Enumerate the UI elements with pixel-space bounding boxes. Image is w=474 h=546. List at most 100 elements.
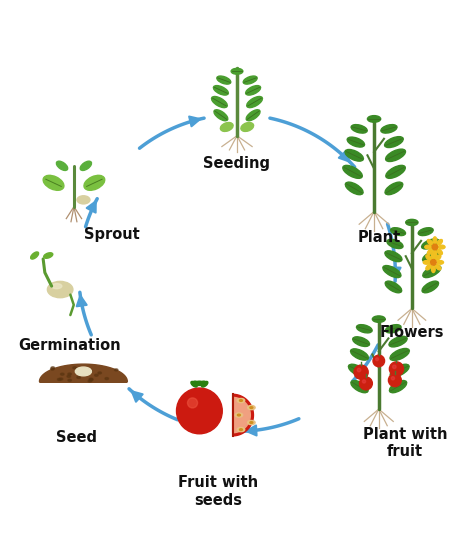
Ellipse shape xyxy=(57,378,61,381)
Ellipse shape xyxy=(246,110,260,121)
Polygon shape xyxy=(233,397,250,433)
Text: Fruit with
seeds: Fruit with seeds xyxy=(178,475,258,508)
Ellipse shape xyxy=(88,380,91,382)
Ellipse shape xyxy=(431,266,435,272)
Circle shape xyxy=(430,259,436,265)
Circle shape xyxy=(392,377,394,380)
Circle shape xyxy=(432,244,438,250)
Ellipse shape xyxy=(423,251,441,262)
Ellipse shape xyxy=(89,378,93,380)
Ellipse shape xyxy=(367,116,381,122)
Ellipse shape xyxy=(246,97,263,108)
Ellipse shape xyxy=(239,429,242,430)
Circle shape xyxy=(388,374,401,387)
Ellipse shape xyxy=(201,382,208,387)
Circle shape xyxy=(359,377,373,390)
Ellipse shape xyxy=(438,245,445,249)
Ellipse shape xyxy=(196,381,203,385)
Ellipse shape xyxy=(428,249,433,254)
Ellipse shape xyxy=(428,240,433,245)
Ellipse shape xyxy=(385,182,403,195)
Ellipse shape xyxy=(191,382,197,387)
Circle shape xyxy=(363,380,365,383)
Ellipse shape xyxy=(347,137,365,147)
Ellipse shape xyxy=(351,349,368,360)
Ellipse shape xyxy=(95,374,98,376)
Ellipse shape xyxy=(84,175,105,191)
Ellipse shape xyxy=(220,122,233,132)
Polygon shape xyxy=(39,364,128,382)
Ellipse shape xyxy=(61,373,64,375)
Ellipse shape xyxy=(247,420,255,425)
Ellipse shape xyxy=(89,370,92,372)
Text: Seeding: Seeding xyxy=(203,156,271,171)
Circle shape xyxy=(176,388,222,434)
Ellipse shape xyxy=(231,68,243,74)
Ellipse shape xyxy=(423,265,441,277)
Ellipse shape xyxy=(80,161,91,170)
Ellipse shape xyxy=(56,161,68,170)
Ellipse shape xyxy=(373,316,385,322)
Ellipse shape xyxy=(52,283,62,289)
Circle shape xyxy=(373,355,384,367)
Ellipse shape xyxy=(105,378,109,379)
Text: Plant with
fruit: Plant with fruit xyxy=(363,426,447,459)
Ellipse shape xyxy=(423,260,430,264)
Ellipse shape xyxy=(31,252,38,259)
Ellipse shape xyxy=(351,124,367,133)
Ellipse shape xyxy=(425,245,431,249)
Ellipse shape xyxy=(247,406,255,410)
Ellipse shape xyxy=(237,399,245,402)
Ellipse shape xyxy=(390,381,407,393)
Ellipse shape xyxy=(217,76,231,84)
Ellipse shape xyxy=(67,375,71,377)
Ellipse shape xyxy=(77,376,81,378)
Ellipse shape xyxy=(433,251,437,257)
Ellipse shape xyxy=(214,110,228,121)
Ellipse shape xyxy=(436,255,441,260)
Ellipse shape xyxy=(386,165,405,179)
Ellipse shape xyxy=(351,381,368,393)
Ellipse shape xyxy=(239,400,242,401)
Ellipse shape xyxy=(241,122,254,132)
Ellipse shape xyxy=(383,265,401,277)
Ellipse shape xyxy=(98,372,101,374)
Ellipse shape xyxy=(385,281,401,293)
Ellipse shape xyxy=(193,381,200,385)
Ellipse shape xyxy=(250,422,253,423)
Circle shape xyxy=(392,365,396,369)
Ellipse shape xyxy=(422,281,438,293)
Ellipse shape xyxy=(235,413,243,417)
Ellipse shape xyxy=(389,336,407,347)
Ellipse shape xyxy=(90,378,93,381)
Ellipse shape xyxy=(250,407,253,408)
Ellipse shape xyxy=(199,381,206,385)
Ellipse shape xyxy=(75,367,91,376)
Ellipse shape xyxy=(385,251,402,262)
Ellipse shape xyxy=(346,182,363,195)
Ellipse shape xyxy=(433,237,437,244)
Ellipse shape xyxy=(390,364,409,377)
Ellipse shape xyxy=(381,124,397,133)
Ellipse shape xyxy=(77,196,90,204)
Ellipse shape xyxy=(436,264,441,270)
Ellipse shape xyxy=(426,264,431,270)
Ellipse shape xyxy=(431,252,435,259)
Ellipse shape xyxy=(437,249,442,254)
Ellipse shape xyxy=(68,379,72,381)
Circle shape xyxy=(375,358,379,360)
Ellipse shape xyxy=(406,219,418,225)
Ellipse shape xyxy=(237,414,240,416)
Ellipse shape xyxy=(44,253,53,258)
Text: Flowers: Flowers xyxy=(380,325,444,340)
Polygon shape xyxy=(233,394,254,436)
Text: Plant: Plant xyxy=(357,230,401,246)
Ellipse shape xyxy=(348,364,367,377)
Ellipse shape xyxy=(356,325,372,333)
Ellipse shape xyxy=(51,367,55,369)
Ellipse shape xyxy=(51,368,54,370)
Ellipse shape xyxy=(73,367,76,369)
Ellipse shape xyxy=(418,228,433,235)
Text: Seed: Seed xyxy=(56,430,97,445)
Ellipse shape xyxy=(43,175,64,191)
